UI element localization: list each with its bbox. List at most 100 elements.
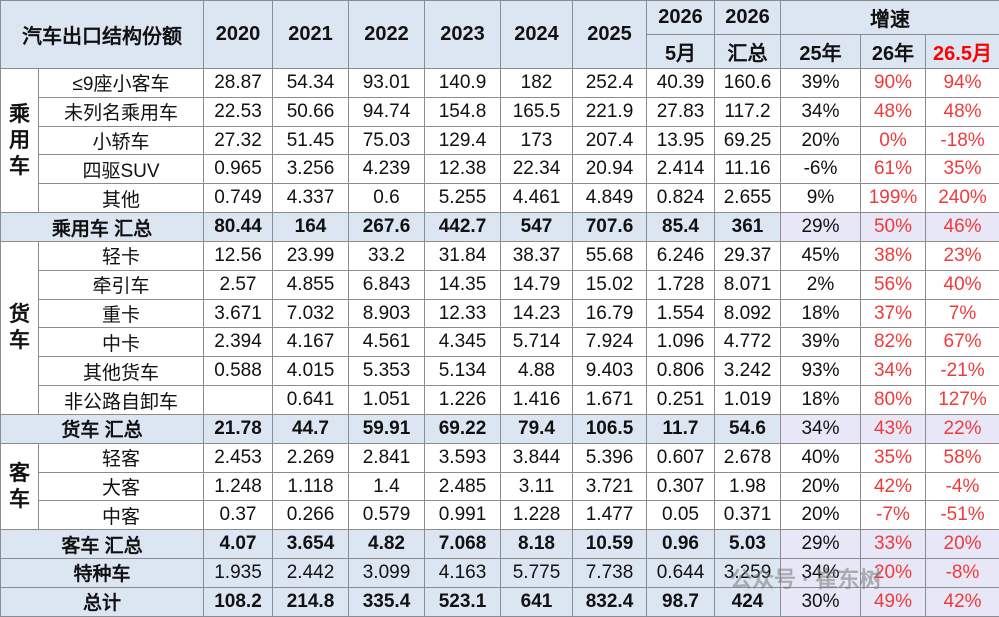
value-cell: 38.37 xyxy=(500,240,573,271)
growth-cell: 0% xyxy=(860,125,926,156)
body: 乘用车 ≤9座小客车 28.87 54.34 93.01 140.9 182 252.4 40.… xyxy=(0,67,999,617)
growth-cell: 2% xyxy=(780,269,861,300)
value-cell: 9.403 xyxy=(572,356,647,387)
value-cell: 55.68 xyxy=(572,240,647,271)
growth-cell: 23% xyxy=(924,240,999,271)
growth-cell: 29% xyxy=(780,529,861,560)
value-cell xyxy=(203,385,273,415)
value-cell: 182 xyxy=(500,68,573,98)
group-text: 乘用车 xyxy=(8,102,30,178)
growth-cell: 48% xyxy=(860,96,926,127)
value-cell: 3.593 xyxy=(424,442,501,473)
value-cell: 1.248 xyxy=(203,471,273,502)
growth-cell: -4% xyxy=(924,471,999,502)
growth-cell: 90% xyxy=(860,68,926,98)
value-cell: 3.242 xyxy=(714,356,781,387)
row-name: 轻卡 xyxy=(38,240,204,271)
value-cell: 13.95 xyxy=(646,125,715,156)
value-cell: 11.7 xyxy=(646,413,715,444)
growth-cell: 35% xyxy=(860,442,926,473)
data-row: 牵引车 2.57 4.855 6.843 14.35 14.79 15.02 1.728 8.0… xyxy=(1,269,999,300)
value-cell: 641 xyxy=(500,586,573,617)
growth-cell: 46% xyxy=(924,212,999,242)
data-row: 中卡 2.394 4.167 4.561 4.345 5.714 7.924 1.096 4.7… xyxy=(1,327,999,358)
growth-cell: 29% xyxy=(780,212,861,242)
value-cell: 207.4 xyxy=(572,125,647,156)
value-cell: 59.91 xyxy=(348,413,425,444)
value-cell: 4.82 xyxy=(348,529,425,560)
total-name: 总计 xyxy=(0,586,204,617)
value-cell: 54.34 xyxy=(272,68,349,98)
growth-cell: 40% xyxy=(780,442,861,473)
header-year: 2026 xyxy=(714,0,781,35)
value-cell: 0.607 xyxy=(646,442,715,473)
value-cell: 54.6 xyxy=(714,413,781,444)
growth-cell: 20% xyxy=(780,500,861,531)
row-name: 其他货车 xyxy=(38,356,204,387)
growth-cell: 42% xyxy=(860,471,926,502)
value-cell: 5.03 xyxy=(714,529,781,560)
header-year: 2020 xyxy=(203,0,273,69)
row-name: 未列名乘用车 xyxy=(38,96,204,127)
value-cell: 0.96 xyxy=(646,529,715,560)
header-growth-col: 26年 xyxy=(860,34,926,69)
value-cell: 0.251 xyxy=(646,385,715,415)
value-cell: 1.554 xyxy=(646,298,715,329)
value-cell: 7.032 xyxy=(272,298,349,329)
value-cell: 22.34 xyxy=(500,154,573,185)
growth-cell: -21% xyxy=(924,356,999,387)
value-cell: 4.855 xyxy=(272,269,349,300)
value-cell: 0.266 xyxy=(272,500,349,531)
value-cell: 1.226 xyxy=(424,385,501,415)
growth-cell: 30% xyxy=(780,586,861,617)
value-cell: 442.7 xyxy=(424,212,501,242)
header-year: 2026 xyxy=(646,0,715,35)
special-row: 特种车 1.935 2.442 3.099 4.163 5.775 7.738 0.644 3.… xyxy=(0,558,999,588)
growth-cell: 39% xyxy=(780,327,861,358)
header-title: 汽车出口结构份额 xyxy=(0,0,204,69)
value-cell: 14.35 xyxy=(424,269,501,300)
value-cell: 21.78 xyxy=(203,413,273,444)
value-cell: 4.163 xyxy=(424,558,501,588)
value-cell: 3.671 xyxy=(203,298,273,329)
value-cell: 0.37 xyxy=(203,500,273,531)
group-label: 客车 xyxy=(0,442,39,531)
value-cell: 1.051 xyxy=(348,385,425,415)
growth-cell: 34% xyxy=(780,96,861,127)
value-cell: 2.57 xyxy=(203,269,273,300)
group-label: 乘用车 xyxy=(0,67,39,214)
value-cell: 51.45 xyxy=(272,125,349,156)
value-cell: 1.019 xyxy=(714,385,781,415)
value-cell: 252.4 xyxy=(572,68,647,98)
growth-cell: 33% xyxy=(860,529,926,560)
value-cell: 0.749 xyxy=(203,183,273,214)
row-name: 牵引车 xyxy=(38,269,204,300)
value-cell: 8.903 xyxy=(348,298,425,329)
value-cell: 98.7 xyxy=(646,586,715,617)
value-cell: 3.11 xyxy=(500,471,573,502)
value-cell: 4.167 xyxy=(272,327,349,358)
row-name: ≤9座小客车 xyxy=(38,68,204,98)
growth-cell: 93% xyxy=(780,356,861,387)
value-cell: 3.721 xyxy=(572,471,647,502)
value-cell: 69.25 xyxy=(714,125,781,156)
value-cell: 0.307 xyxy=(646,471,715,502)
value-cell: 547 xyxy=(500,212,573,242)
value-cell: 80.44 xyxy=(203,212,273,242)
value-cell: 0.806 xyxy=(646,356,715,387)
total-row: 总计 108.2 214.8 335.4 523.1 641 832.4 98.7 424 30%… xyxy=(0,586,999,617)
value-cell: 7.738 xyxy=(572,558,647,588)
growth-cell: 67% xyxy=(924,327,999,358)
value-cell: 424 xyxy=(714,586,781,617)
value-cell: 0.641 xyxy=(272,385,349,415)
value-cell: 5.353 xyxy=(348,356,425,387)
value-cell: 11.16 xyxy=(714,154,781,185)
value-cell: 14.23 xyxy=(500,298,573,329)
value-cell: 27.83 xyxy=(646,96,715,127)
growth-cell: 34% xyxy=(780,413,861,444)
header-year: 2025 xyxy=(572,0,647,69)
growth-cell: 82% xyxy=(860,327,926,358)
value-cell: 5.396 xyxy=(572,442,647,473)
header-year: 2022 xyxy=(348,0,425,69)
